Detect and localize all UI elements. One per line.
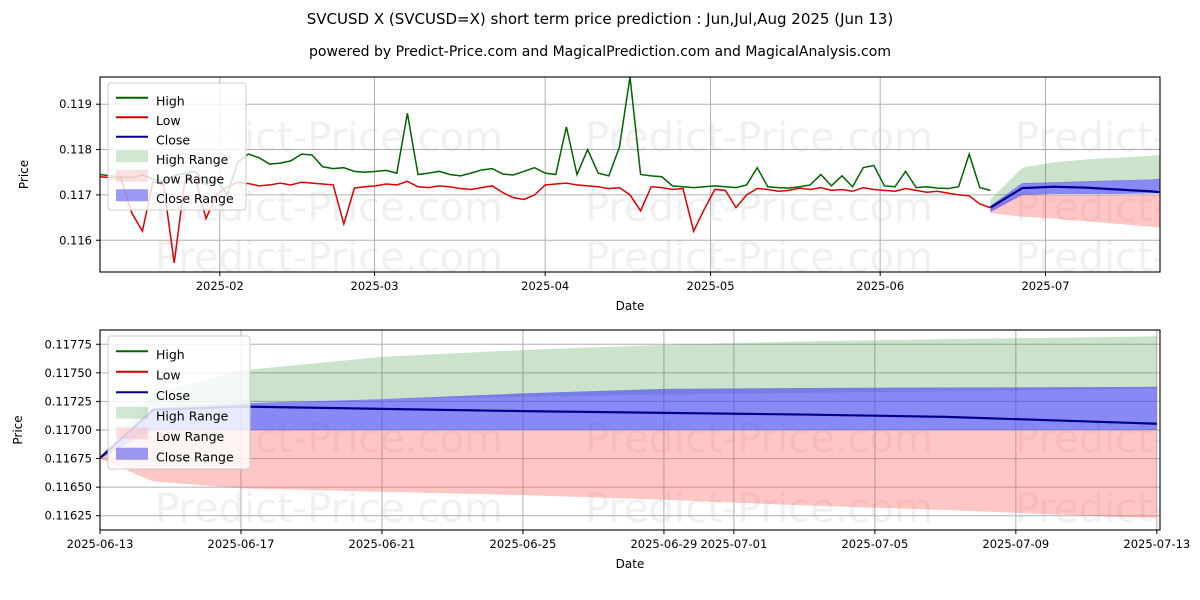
watermark: Predict-Price.com Predict-Price.com Predic…	[155, 115, 1200, 281]
bottom-chart-panel: Predict-Price.com Predict-Price.com Predic…	[0, 322, 1200, 600]
watermark-text: Predict-Price.com	[155, 486, 503, 532]
plot-content	[100, 336, 1157, 518]
legend-item-close-range[interactable]: Close Range	[116, 189, 234, 206]
y-tick-label: 0.11650	[44, 480, 92, 494]
y-tick-label: 0.119	[59, 97, 92, 111]
x-axis-label: Date	[616, 299, 645, 313]
plot-frame	[99, 76, 1161, 273]
y-tick-label: 0.117	[59, 188, 92, 202]
high-range-band	[100, 336, 1157, 458]
x-tick-label: 2025-02	[196, 279, 244, 293]
bottom-chart-svg: Predict-Price.com Predict-Price.com Predic…	[11, 329, 1200, 571]
legend-item-low[interactable]: Low	[116, 367, 181, 382]
x-tick-label: 2025-05	[687, 279, 735, 293]
y-tick-label: 0.11725	[44, 394, 92, 408]
y-axis-ticks: 0.11625 0.11650 0.11675 0.11700 0.11725 0.117…	[44, 337, 100, 523]
page-title: SVCUSD X (SVCUSD=X) short term price pre…	[306, 10, 894, 28]
x-tick-label: 2025-06-17	[208, 537, 275, 551]
watermark-text: Predict-Price.com	[585, 235, 933, 281]
page-subtitle: powered by Predict-Price.com and Magical…	[309, 44, 891, 60]
x-axis-ticks: 2025-06-13 2025-06-17 2025-06-21 2025-06-25…	[67, 530, 1190, 551]
x-tick-label: 2025-03	[351, 279, 399, 293]
legend-label: Low	[156, 113, 181, 128]
legend-label: Low Range	[156, 171, 225, 186]
legend-label: Low	[156, 367, 181, 382]
y-axis-label: Price	[17, 160, 31, 189]
watermark-text: Predict-Price.com	[1015, 486, 1200, 532]
y-tick-label: 0.11625	[44, 509, 92, 523]
legend-item-low[interactable]: Low	[116, 113, 181, 128]
legend-item-close[interactable]: Close	[116, 388, 190, 403]
high-line	[100, 77, 991, 197]
x-tick-label: 2025-06-21	[349, 537, 416, 551]
x-axis-label: Date	[616, 557, 645, 571]
watermark-text: Predict-Price.com	[1015, 235, 1200, 281]
x-tick-label: 2025-07-05	[841, 537, 908, 551]
y-tick-label: 0.116	[59, 233, 92, 247]
legend-label: Close	[156, 388, 190, 403]
plot-content	[100, 77, 1160, 264]
legend-label: High Range	[156, 408, 229, 423]
legend-label: High Range	[156, 152, 229, 167]
legend-label: Close	[156, 132, 190, 147]
low-line	[100, 176, 991, 264]
watermark-text: Predict-Price.com	[1015, 115, 1200, 161]
watermark-text: Predict-Price.com	[155, 235, 503, 281]
x-tick-label: 2025-07-01	[700, 537, 767, 551]
high-range-band	[990, 155, 1160, 208]
x-tick-label: 2025-07-13	[1123, 537, 1190, 551]
y-axis-ticks: 0.116 0.117 0.118 0.119	[59, 97, 100, 247]
x-tick-label: 2025-06-13	[67, 537, 134, 551]
close-range-band	[100, 386, 1157, 459]
y-tick-label: 0.11700	[44, 423, 92, 437]
legend-label: Low Range	[156, 429, 225, 444]
watermark-text: Predict-Price.com	[585, 115, 933, 161]
x-axis-ticks: 2025-02 2025-03 2025-04 2025-05 2025-06 2025-…	[196, 272, 1070, 293]
close-line	[989, 185, 1160, 209]
legend-label: Close Range	[156, 449, 234, 464]
y-tick-label: 0.11775	[44, 337, 92, 351]
legend-item-close[interactable]: Close	[116, 132, 190, 147]
x-tick-label: 2025-07-09	[982, 537, 1049, 551]
legend-item-close-range[interactable]: Close Range	[116, 447, 234, 465]
legend-item-high-range[interactable]: High Range	[116, 150, 229, 167]
legend-label: High	[156, 347, 185, 362]
y-tick-label: 0.11750	[44, 366, 92, 380]
y-tick-label: 0.118	[59, 143, 92, 157]
legend-label: Close Range	[156, 191, 234, 206]
x-tick-label: 2025-07	[1021, 279, 1069, 293]
legend-item-high-range[interactable]: High Range	[116, 406, 229, 424]
x-tick-label: 2025-06-29	[630, 537, 697, 551]
chart-legend: High Low Close High Range Low Range Close Ran…	[107, 82, 247, 211]
low-range-band	[990, 194, 1160, 228]
top-chart-svg: Predict-Price.com Predict-Price.com Predic…	[17, 76, 1200, 313]
legend-item-high[interactable]: High	[116, 93, 185, 108]
legend-label: High	[156, 93, 185, 108]
legend-item-low-range[interactable]: Low Range	[116, 427, 225, 444]
x-tick-label: 2025-04	[521, 279, 569, 293]
top-chart-panel: Predict-Price.com Predict-Price.com Predic…	[0, 66, 1200, 316]
low-range-band	[100, 428, 1157, 518]
y-axis-label: Price	[11, 415, 25, 444]
x-tick-label: 2025-06	[856, 279, 904, 293]
watermark-text: Predict-Price.com	[585, 185, 933, 231]
legend-item-high[interactable]: High	[116, 347, 185, 362]
x-tick-label: 2025-06-25	[490, 537, 557, 551]
y-tick-label: 0.11675	[44, 452, 92, 466]
legend-item-low-range[interactable]: Low Range	[116, 169, 225, 187]
chart-legend: High Low Close High Range Low Range Close Ran…	[107, 335, 251, 470]
